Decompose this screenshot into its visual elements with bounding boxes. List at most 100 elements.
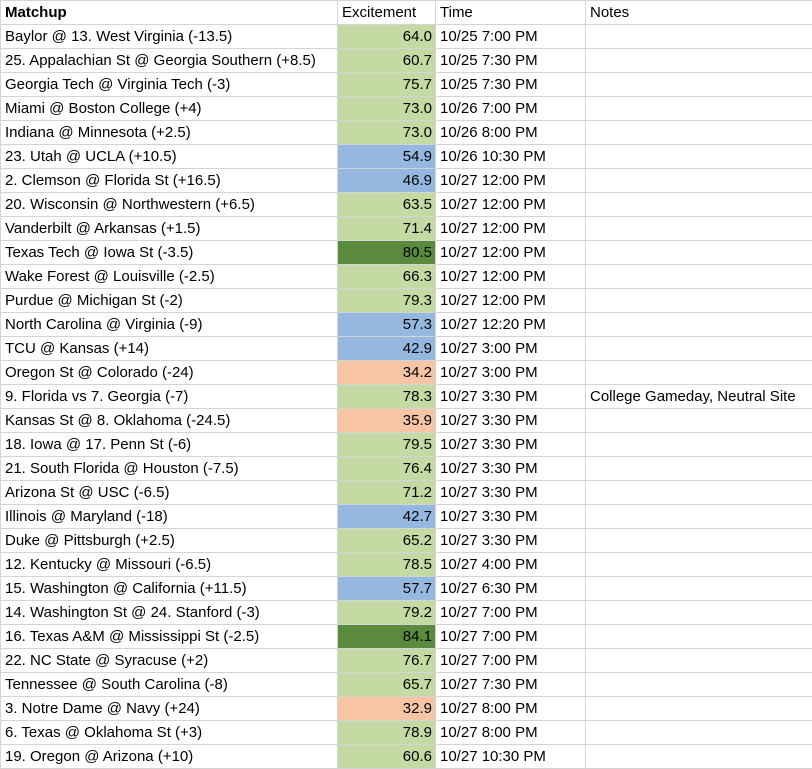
notes-cell[interactable]: [586, 289, 812, 313]
notes-cell[interactable]: [586, 457, 812, 481]
matchup-cell[interactable]: Oregon St @ Colorado (-24): [1, 361, 338, 385]
excitement-cell[interactable]: 79.2: [338, 601, 436, 625]
time-cell[interactable]: 10/27 6:30 PM: [436, 577, 586, 601]
matchup-cell[interactable]: Tennessee @ South Carolina (-8): [1, 673, 338, 697]
notes-cell[interactable]: [586, 649, 812, 673]
time-cell[interactable]: 10/27 12:00 PM: [436, 193, 586, 217]
excitement-cell[interactable]: 84.1: [338, 625, 436, 649]
matchup-cell[interactable]: Baylor @ 13. West Virginia (-13.5): [1, 25, 338, 49]
time-cell[interactable]: 10/26 7:00 PM: [436, 97, 586, 121]
matchup-cell[interactable]: 18. Iowa @ 17. Penn St (-6): [1, 433, 338, 457]
excitement-cell[interactable]: 42.7: [338, 505, 436, 529]
excitement-cell[interactable]: 57.7: [338, 577, 436, 601]
matchup-cell[interactable]: 2. Clemson @ Florida St (+16.5): [1, 169, 338, 193]
time-cell[interactable]: 10/27 12:00 PM: [436, 217, 586, 241]
time-cell[interactable]: 10/25 7:30 PM: [436, 73, 586, 97]
matchup-cell[interactable]: 12. Kentucky @ Missouri (-6.5): [1, 553, 338, 577]
time-cell[interactable]: 10/27 12:00 PM: [436, 289, 586, 313]
time-cell[interactable]: 10/25 7:30 PM: [436, 49, 586, 73]
matchup-cell[interactable]: Duke @ Pittsburgh (+2.5): [1, 529, 338, 553]
excitement-cell[interactable]: 46.9: [338, 169, 436, 193]
notes-cell[interactable]: [586, 169, 812, 193]
time-cell[interactable]: 10/27 7:00 PM: [436, 625, 586, 649]
time-cell[interactable]: 10/27 8:00 PM: [436, 697, 586, 721]
time-cell[interactable]: 10/27 3:30 PM: [436, 385, 586, 409]
notes-cell[interactable]: [586, 745, 812, 769]
notes-cell[interactable]: [586, 673, 812, 697]
excitement-cell[interactable]: 78.9: [338, 721, 436, 745]
notes-cell[interactable]: [586, 409, 812, 433]
notes-cell[interactable]: [586, 265, 812, 289]
matchup-cell[interactable]: 19. Oregon @ Arizona (+10): [1, 745, 338, 769]
time-cell[interactable]: 10/27 4:00 PM: [436, 553, 586, 577]
excitement-cell[interactable]: 78.5: [338, 553, 436, 577]
excitement-cell[interactable]: 66.3: [338, 265, 436, 289]
matchup-cell[interactable]: 9. Florida vs 7. Georgia (-7): [1, 385, 338, 409]
header-matchup[interactable]: Matchup: [1, 1, 338, 25]
excitement-cell[interactable]: 35.9: [338, 409, 436, 433]
notes-cell[interactable]: [586, 601, 812, 625]
notes-cell[interactable]: [586, 313, 812, 337]
excitement-cell[interactable]: 57.3: [338, 313, 436, 337]
time-cell[interactable]: 10/27 7:00 PM: [436, 601, 586, 625]
excitement-cell[interactable]: 79.5: [338, 433, 436, 457]
excitement-cell[interactable]: 76.4: [338, 457, 436, 481]
matchup-cell[interactable]: Georgia Tech @ Virginia Tech (-3): [1, 73, 338, 97]
excitement-cell[interactable]: 78.3: [338, 385, 436, 409]
notes-cell[interactable]: [586, 49, 812, 73]
time-cell[interactable]: 10/27 3:30 PM: [436, 481, 586, 505]
excitement-cell[interactable]: 65.7: [338, 673, 436, 697]
excitement-cell[interactable]: 64.0: [338, 25, 436, 49]
matchup-cell[interactable]: 6. Texas @ Oklahoma St (+3): [1, 721, 338, 745]
excitement-cell[interactable]: 42.9: [338, 337, 436, 361]
time-cell[interactable]: 10/27 8:00 PM: [436, 721, 586, 745]
matchup-cell[interactable]: Arizona St @ USC (-6.5): [1, 481, 338, 505]
matchup-cell[interactable]: Wake Forest @ Louisville (-2.5): [1, 265, 338, 289]
time-cell[interactable]: 10/27 10:30 PM: [436, 745, 586, 769]
matchup-cell[interactable]: 20. Wisconsin @ Northwestern (+6.5): [1, 193, 338, 217]
excitement-cell[interactable]: 60.7: [338, 49, 436, 73]
notes-cell[interactable]: [586, 97, 812, 121]
notes-cell[interactable]: [586, 577, 812, 601]
matchup-cell[interactable]: TCU @ Kansas (+14): [1, 337, 338, 361]
time-cell[interactable]: 10/27 3:30 PM: [436, 433, 586, 457]
excitement-cell[interactable]: 75.7: [338, 73, 436, 97]
matchup-cell[interactable]: Kansas St @ 8. Oklahoma (-24.5): [1, 409, 338, 433]
excitement-cell[interactable]: 34.2: [338, 361, 436, 385]
time-cell[interactable]: 10/27 12:00 PM: [436, 241, 586, 265]
matchup-cell[interactable]: Purdue @ Michigan St (-2): [1, 289, 338, 313]
matchup-cell[interactable]: 16. Texas A&M @ Mississippi St (-2.5): [1, 625, 338, 649]
matchup-cell[interactable]: 25. Appalachian St @ Georgia Southern (+…: [1, 49, 338, 73]
time-cell[interactable]: 10/27 3:30 PM: [436, 529, 586, 553]
time-cell[interactable]: 10/26 10:30 PM: [436, 145, 586, 169]
notes-cell[interactable]: [586, 25, 812, 49]
excitement-cell[interactable]: 76.7: [338, 649, 436, 673]
matchup-cell[interactable]: Indiana @ Minnesota (+2.5): [1, 121, 338, 145]
notes-cell[interactable]: [586, 145, 812, 169]
time-cell[interactable]: 10/27 3:00 PM: [436, 361, 586, 385]
matchup-cell[interactable]: Vanderbilt @ Arkansas (+1.5): [1, 217, 338, 241]
notes-cell[interactable]: [586, 433, 812, 457]
excitement-cell[interactable]: 73.0: [338, 97, 436, 121]
notes-cell[interactable]: [586, 529, 812, 553]
header-notes[interactable]: Notes: [586, 1, 812, 25]
notes-cell[interactable]: [586, 121, 812, 145]
excitement-cell[interactable]: 60.6: [338, 745, 436, 769]
notes-cell[interactable]: [586, 193, 812, 217]
notes-cell[interactable]: [586, 361, 812, 385]
notes-cell[interactable]: [586, 697, 812, 721]
time-cell[interactable]: 10/27 12:20 PM: [436, 313, 586, 337]
matchup-cell[interactable]: Miami @ Boston College (+4): [1, 97, 338, 121]
notes-cell[interactable]: [586, 241, 812, 265]
notes-cell[interactable]: [586, 217, 812, 241]
excitement-cell[interactable]: 73.0: [338, 121, 436, 145]
excitement-cell[interactable]: 80.5: [338, 241, 436, 265]
matchup-cell[interactable]: 15. Washington @ California (+11.5): [1, 577, 338, 601]
matchup-cell[interactable]: 3. Notre Dame @ Navy (+24): [1, 697, 338, 721]
notes-cell[interactable]: College Gameday, Neutral Site: [586, 385, 812, 409]
time-cell[interactable]: 10/25 7:00 PM: [436, 25, 586, 49]
time-cell[interactable]: 10/27 12:00 PM: [436, 169, 586, 193]
time-cell[interactable]: 10/27 12:00 PM: [436, 265, 586, 289]
time-cell[interactable]: 10/26 8:00 PM: [436, 121, 586, 145]
notes-cell[interactable]: [586, 553, 812, 577]
